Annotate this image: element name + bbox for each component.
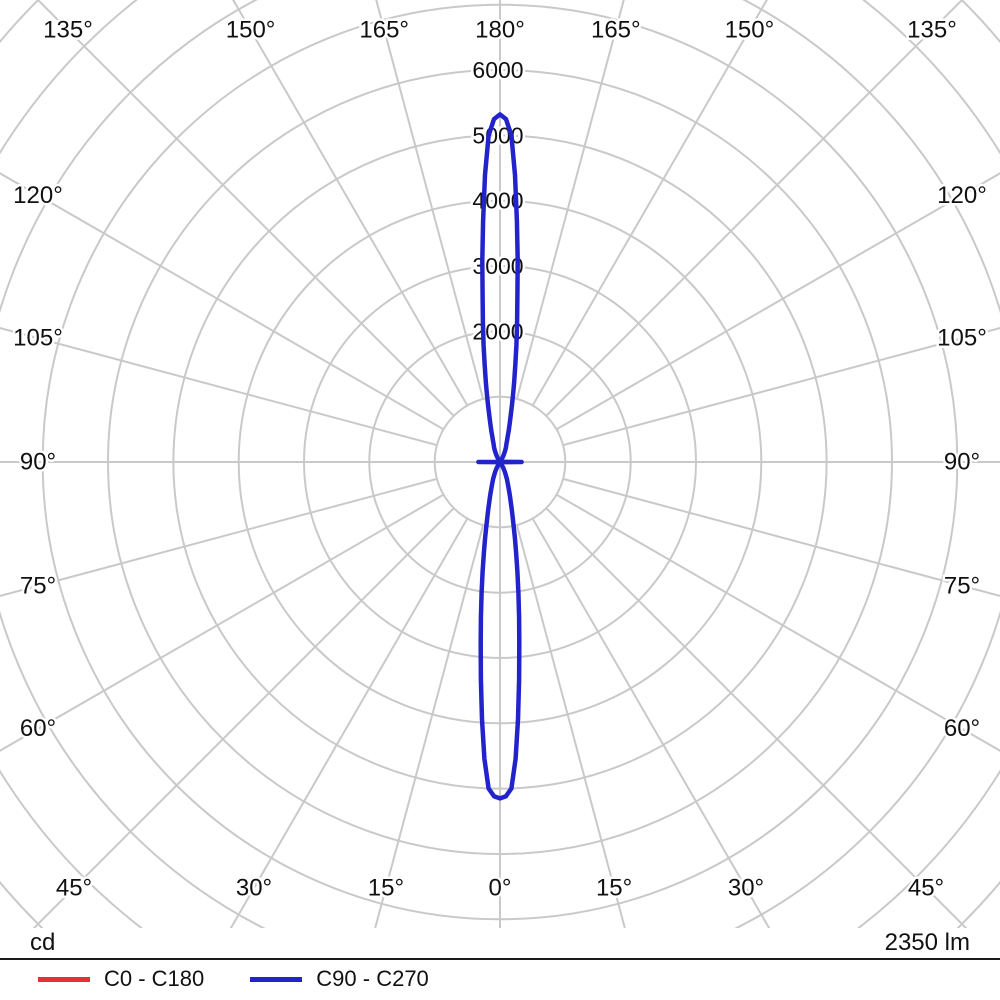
angle-label: 30° [236, 875, 272, 902]
legend-item-c0-c180: C0 - C180 [38, 966, 204, 992]
angle-label: 15° [596, 875, 632, 902]
angle-label: 135° [907, 17, 957, 44]
angle-label: 60° [20, 715, 56, 742]
c0-c180-line-swatch [38, 976, 90, 982]
footer: cd 2350 lm [0, 928, 1000, 958]
polar-chart: 0° 15° 30° 45° 60° 75° 90° 105° 120° 135° 150° 165°… [0, 0, 1000, 928]
angle-label: 0° [489, 875, 512, 902]
angle-label: 30° [728, 875, 764, 902]
angle-label: 90° [944, 449, 980, 476]
angle-label: 45° [908, 875, 944, 902]
curve-c90-c270 [476, 112, 524, 801]
legend-label-c0-c180: C0 - C180 [104, 966, 205, 991]
angle-label: 75° [944, 572, 980, 599]
legend: C0 - C180 C90 - C270 [0, 960, 1000, 998]
angle-label: 165° [359, 17, 409, 44]
angle-label: 120° [937, 182, 987, 209]
ring-label: 5000 [472, 122, 523, 148]
unit-label: cd [30, 929, 56, 956]
angle-label: 150° [725, 17, 775, 44]
separator-line [0, 958, 1000, 960]
angle-label: 45° [56, 875, 92, 902]
angle-label: 105° [937, 325, 987, 352]
angle-label: 75° [20, 572, 56, 599]
luminous-flux-label: 2350 lm [884, 929, 970, 956]
angle-label: 60° [944, 715, 980, 742]
angle-label: 105° [13, 325, 63, 352]
angle-label: 90° [20, 449, 56, 476]
c90-c270-line-swatch [250, 976, 303, 982]
legend-item-c90-c270: C90 - C270 [250, 966, 429, 992]
angle-label: 120° [13, 182, 63, 209]
angle-label: 135° [43, 17, 93, 44]
angle-label: 165° [591, 17, 641, 44]
ring-label: 6000 [472, 57, 523, 83]
angle-label: 150° [226, 17, 276, 44]
angle-label: 15° [368, 875, 404, 902]
angle-label: 180° [475, 17, 525, 44]
legend-label-c90-c270: C90 - C270 [316, 966, 429, 991]
